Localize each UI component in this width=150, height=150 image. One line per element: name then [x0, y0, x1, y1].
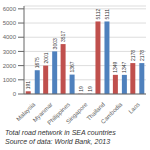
svg-text:1367: 1367 [69, 61, 75, 72]
svg-text:5111: 5111 [104, 9, 110, 20]
svg-text:3517: 3517 [60, 31, 66, 42]
svg-text:2001: 2001 [43, 52, 49, 63]
svg-text:Laos: Laos [127, 101, 140, 114]
svg-text:1349: 1349 [112, 62, 118, 73]
svg-text:1675: 1675 [34, 57, 40, 68]
svg-text:2000: 2000 [8, 63, 17, 69]
svg-text:5000: 5000 [8, 20, 17, 26]
svg-text:Myanmar: Myanmar [31, 101, 54, 124]
svg-text:0: 0 [13, 91, 17, 97]
svg-text:191: 191 [25, 81, 31, 90]
svg-text:5112: 5112 [95, 8, 101, 19]
svg-text:Thailand: Thailand [85, 101, 106, 122]
svg-text:19: 19 [78, 86, 84, 92]
svg-text:2178: 2178 [139, 50, 142, 61]
svg-text:4000: 4000 [8, 34, 17, 40]
html-text:Source of data: World Bank, 20: Source of data: World Bank, 2013 [5, 138, 111, 145]
svg-text:1347: 1347 [121, 62, 127, 73]
svg-text:3000: 3000 [8, 49, 17, 55]
svg-text:Malaysia: Malaysia [15, 101, 37, 123]
svg-text:Singapore: Singapore [65, 101, 89, 125]
svg-text:6000: 6000 [8, 6, 17, 12]
html-text:Total road network in SEA coun: Total road network in SEA countries [5, 129, 116, 136]
svg-text:1000: 1000 [8, 77, 17, 83]
svg-text:3003: 3003 [52, 38, 58, 49]
svg-text:Cambodia: Cambodia [100, 101, 124, 125]
svg-text:19: 19 [87, 86, 93, 92]
svg-text:2178: 2178 [130, 50, 136, 61]
